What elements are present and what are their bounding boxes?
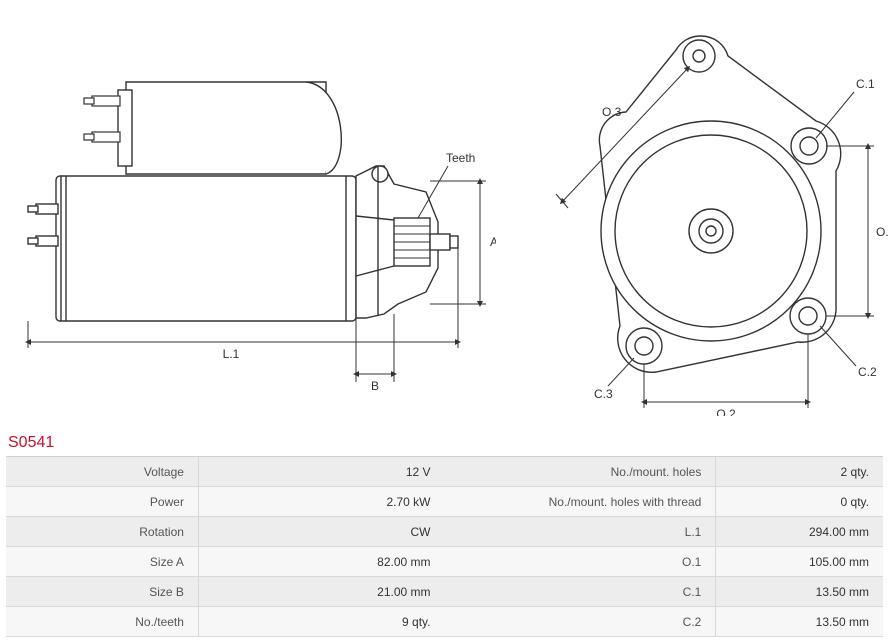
dim-o3-label: O.3: [602, 105, 622, 119]
spec-value: 13.50 mm: [716, 577, 883, 606]
spec-col-left: Voltage 12 V Power 2.70 kW Rotation CW S…: [6, 457, 445, 637]
spec-label: No./mount. holes: [445, 457, 717, 486]
dim-a-label: A: [490, 235, 496, 249]
spec-label: Voltage: [6, 457, 199, 486]
spec-label: O.1: [445, 547, 717, 576]
dim-c3-label: C.3: [594, 387, 613, 401]
dim-c2-label: C.2: [858, 365, 877, 379]
table-row: No./teeth 9 qty.: [6, 607, 445, 637]
teeth-label: Teeth: [446, 151, 475, 165]
dim-o2-label: O.2: [716, 407, 736, 416]
table-row: Power 2.70 kW: [6, 487, 445, 517]
spec-value: 13.50 mm: [716, 607, 883, 636]
spec-label: L.1: [445, 517, 717, 546]
spec-value: 105.00 mm: [716, 547, 883, 576]
dim-c1-label: C.1: [856, 77, 875, 91]
table-row: C.2 13.50 mm: [445, 607, 884, 637]
table-row: O.1 105.00 mm: [445, 547, 884, 577]
diagrams-row: L.1 B A Teeth: [6, 6, 883, 426]
dim-o1-label: O.1: [876, 225, 889, 239]
table-row: Size B 21.00 mm: [6, 577, 445, 607]
spec-label: Rotation: [6, 517, 199, 546]
table-row: L.1 294.00 mm: [445, 517, 884, 547]
spec-value: 2.70 kW: [199, 487, 445, 516]
side-view-svg: L.1 B A Teeth: [6, 16, 496, 396]
table-row: Size A 82.00 mm: [6, 547, 445, 577]
spec-label: Size A: [6, 547, 199, 576]
front-view-svg: O.3 O.1 O.2 C.1: [536, 16, 889, 416]
spec-value: 294.00 mm: [716, 517, 883, 546]
spec-value: 9 qty.: [199, 607, 445, 636]
table-row: No./mount. holes 2 qty.: [445, 457, 884, 487]
spec-label: No./mount. holes with thread: [445, 487, 717, 516]
table-row: No./mount. holes with thread 0 qty.: [445, 487, 884, 517]
front-view-panel: O.3 O.1 O.2 C.1: [536, 16, 889, 416]
spec-value: 0 qty.: [716, 487, 883, 516]
spec-label: Size B: [6, 577, 199, 606]
table-row: Voltage 12 V: [6, 457, 445, 487]
spec-value: 82.00 mm: [199, 547, 445, 576]
table-row: Rotation CW: [6, 517, 445, 547]
spec-label: C.2: [445, 607, 717, 636]
spec-table: Voltage 12 V Power 2.70 kW Rotation CW S…: [6, 456, 883, 637]
dim-b-label: B: [371, 379, 379, 393]
spec-label: No./teeth: [6, 607, 199, 636]
spec-label: Power: [6, 487, 199, 516]
spec-col-right: No./mount. holes 2 qty. No./mount. holes…: [445, 457, 884, 637]
dim-l1-label: L.1: [223, 347, 240, 361]
spec-value: 21.00 mm: [199, 577, 445, 606]
table-row: C.1 13.50 mm: [445, 577, 884, 607]
spec-label: C.1: [445, 577, 717, 606]
spec-value: 12 V: [199, 457, 445, 486]
spec-value: 2 qty.: [716, 457, 883, 486]
side-view-panel: L.1 B A Teeth: [6, 16, 496, 416]
part-number: S0541: [8, 434, 883, 452]
spec-value: CW: [199, 517, 445, 546]
